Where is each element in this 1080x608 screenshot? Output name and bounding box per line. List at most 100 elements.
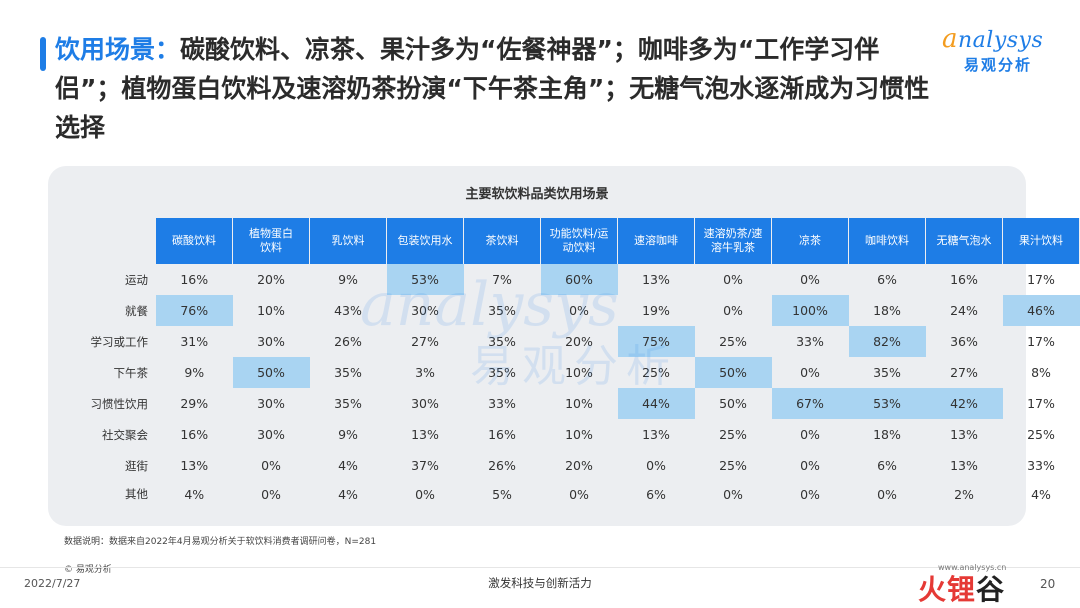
logo-chinese: 易观分析 — [964, 56, 1033, 74]
table-cell: 100% — [771, 295, 849, 326]
column-header: 功能饮料/运 动饮料 — [540, 218, 618, 264]
column-header: 乳饮料 — [309, 218, 387, 264]
table-cell: 50% — [232, 357, 310, 388]
table-cell: 53% — [386, 264, 464, 295]
column-header: 速溶咖啡 — [617, 218, 695, 264]
title-accent-bar — [40, 37, 46, 71]
column-header-line: 功能饮料/运 — [549, 227, 609, 240]
table-cell: 0% — [800, 458, 820, 473]
table-cell: 0% — [415, 486, 435, 502]
table-cell: 44% — [617, 388, 695, 419]
copyright: © 易观分析 — [64, 565, 112, 575]
table-cell: 0% — [569, 303, 589, 318]
table-cell: 18% — [873, 303, 901, 318]
table-cell: 29% — [180, 396, 209, 411]
table-cell: 30% — [257, 396, 285, 411]
table-cell: 5% — [492, 486, 512, 502]
table-cell: 25% — [719, 427, 747, 442]
column-header: 植物蛋白 饮料 — [232, 218, 310, 264]
table-cell: 25% — [719, 334, 747, 349]
table-cell: 35% — [334, 365, 362, 380]
table-cell: 10% — [257, 303, 285, 318]
table-cell: 35% — [488, 303, 516, 318]
logo-letter-a: a — [942, 24, 959, 54]
table-corner — [80, 218, 156, 264]
column-header-line: 包装饮用水 — [397, 234, 453, 247]
column-header-line: 碳酸饮料 — [172, 234, 216, 247]
brand-logo: 火锂谷 — [918, 568, 1005, 608]
table-cell: 30% — [411, 396, 439, 411]
table-cell: 13% — [411, 427, 439, 442]
row-label: 运动 — [125, 272, 148, 287]
table-cell: 30% — [257, 334, 285, 349]
row-label: 逛街 — [125, 458, 148, 473]
table-cell: 4% — [338, 458, 358, 473]
table-cell: 30% — [257, 427, 285, 442]
table-cell: 33% — [488, 396, 516, 411]
column-header: 咖啡饮料 — [848, 218, 926, 264]
table-cell: 17% — [1027, 396, 1055, 411]
table-cell: 16% — [180, 272, 209, 287]
table-cell: 31% — [180, 334, 209, 349]
table-cell: 10% — [565, 396, 593, 411]
table-cell: 3% — [415, 365, 435, 380]
column-header-line: 茶饮料 — [485, 234, 519, 247]
table-cell: 18% — [873, 427, 901, 442]
column-header-line: 无糖气泡水 — [936, 234, 992, 247]
table-cell: 13% — [180, 458, 209, 473]
table-cell: 20% — [257, 272, 285, 287]
footer-divider — [0, 567, 1080, 568]
table-cell: 0% — [800, 365, 820, 380]
title-text: 碳酸饮料、凉茶、果汁多为“佐餐神器”；咖啡多为“工作学习伴侣”；植物蛋白饮料及速… — [55, 35, 930, 142]
table-row: 其他 4% 0% 4% 0% 5% 0% 6% 0% 0% 0% 2% 4% — [80, 481, 1080, 507]
table-row: 学习或工作 31% 30% 26% 27% 35% 20% 75% 25% 33% 82% 36% 17… — [80, 326, 1080, 357]
table-row: 习惯性饮用 29% 30% 35% 30% 33% 10% 44% 50% 67% 53% 42% 17… — [80, 388, 1080, 419]
table-cell: 13% — [950, 458, 978, 473]
table-cell: 76% — [156, 295, 233, 326]
footer-date: 2022/7/27 — [24, 577, 81, 590]
table-cell: 9% — [338, 272, 358, 287]
column-header-line: 饮料 — [260, 241, 282, 254]
row-label: 学习或工作 — [90, 334, 149, 349]
table-cell: 24% — [950, 303, 978, 318]
data-note: 数据说明：数据来自2022年4月易观分析关于软饮料消费者调研问卷，N=281 — [64, 537, 377, 547]
table-cell: 16% — [488, 427, 516, 442]
table-cell: 2% — [954, 486, 974, 502]
table-cell: 0% — [723, 272, 743, 287]
table-cell: 19% — [642, 303, 670, 318]
row-label: 社交聚会 — [102, 427, 148, 442]
table-cell: 82% — [848, 326, 926, 357]
table-cell: 43% — [334, 303, 362, 318]
table-row: 社交聚会 16% 30% 9% 13% 16% 10% 13% 25% 0% 18% 13% 25% — [80, 419, 1080, 450]
table-cell: 13% — [950, 427, 978, 442]
column-header: 碳酸饮料 — [156, 218, 233, 264]
table-cell: 6% — [646, 486, 666, 502]
table-cell: 30% — [411, 303, 439, 318]
table-cell: 25% — [719, 458, 747, 473]
table-cell: 33% — [796, 334, 824, 349]
column-header-line: 速溶奶茶/速 — [703, 227, 763, 240]
table-cell: 35% — [873, 365, 901, 380]
column-header: 凉茶 — [771, 218, 849, 264]
column-header-line: 咖啡饮料 — [865, 234, 909, 247]
table-cell: 0% — [646, 458, 666, 473]
table-cell: 35% — [488, 365, 516, 380]
footer-url: www.analysys.cn — [938, 563, 1007, 572]
column-header: 茶饮料 — [463, 218, 541, 264]
table-cell: 27% — [950, 365, 978, 380]
table-title: 主要软饮料品类饮用场景 — [465, 187, 609, 202]
title-highlight: 饮用场景： — [55, 35, 181, 64]
table-cell: 36% — [950, 334, 978, 349]
column-header-line: 速溶咖啡 — [634, 234, 678, 247]
table-cell: 0% — [261, 486, 281, 502]
table-cell: 46% — [1002, 295, 1080, 326]
brand-char: 锂 — [947, 573, 977, 606]
table-cell: 50% — [719, 396, 747, 411]
column-header: 包装饮用水 — [386, 218, 464, 264]
table-cell: 6% — [877, 458, 897, 473]
column-header: 速溶奶茶/速 溶牛乳茶 — [694, 218, 772, 264]
table-cell: 13% — [642, 427, 670, 442]
table-cell: 50% — [694, 357, 772, 388]
table-cell: 20% — [565, 334, 593, 349]
table-cell: 20% — [565, 458, 593, 473]
